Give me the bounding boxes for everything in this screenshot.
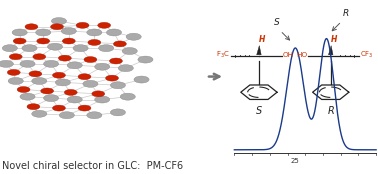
Text: Novel chiral selector in GLC:  PM-CF6: Novel chiral selector in GLC: PM-CF6 xyxy=(2,161,183,171)
Circle shape xyxy=(83,80,98,87)
Text: HO: HO xyxy=(296,52,307,58)
Circle shape xyxy=(22,45,37,52)
Circle shape xyxy=(138,56,153,63)
Circle shape xyxy=(64,89,77,95)
Circle shape xyxy=(32,77,47,84)
Circle shape xyxy=(43,95,59,102)
Circle shape xyxy=(67,96,82,103)
Circle shape xyxy=(59,55,71,61)
Circle shape xyxy=(8,77,23,84)
Circle shape xyxy=(0,60,14,67)
Circle shape xyxy=(98,22,111,28)
Circle shape xyxy=(113,41,126,47)
Circle shape xyxy=(2,45,17,52)
Circle shape xyxy=(37,38,50,44)
Text: S: S xyxy=(274,18,279,27)
Circle shape xyxy=(105,75,118,81)
Circle shape xyxy=(59,112,74,119)
Circle shape xyxy=(88,39,101,45)
Circle shape xyxy=(107,29,122,36)
Text: H: H xyxy=(331,35,337,44)
Circle shape xyxy=(43,60,59,67)
Circle shape xyxy=(94,63,110,70)
Circle shape xyxy=(99,45,114,52)
Circle shape xyxy=(48,43,63,50)
Circle shape xyxy=(92,91,105,97)
Circle shape xyxy=(51,24,64,30)
Circle shape xyxy=(32,110,47,117)
Circle shape xyxy=(78,74,91,80)
Circle shape xyxy=(73,45,88,52)
Circle shape xyxy=(53,105,65,111)
Text: $\mathsf{CF_3}$: $\mathsf{CF_3}$ xyxy=(360,50,373,60)
Circle shape xyxy=(78,105,91,111)
Circle shape xyxy=(94,96,110,103)
Circle shape xyxy=(134,76,149,83)
Circle shape xyxy=(76,22,89,28)
Text: OH: OH xyxy=(282,52,293,58)
Circle shape xyxy=(84,57,97,62)
Circle shape xyxy=(61,27,76,34)
Circle shape xyxy=(20,60,35,67)
Circle shape xyxy=(25,24,38,30)
Circle shape xyxy=(29,71,42,77)
Circle shape xyxy=(122,48,137,54)
Text: $\mathsf{F_3C}$: $\mathsf{F_3C}$ xyxy=(216,50,230,60)
Circle shape xyxy=(120,93,135,100)
Circle shape xyxy=(53,72,65,78)
Polygon shape xyxy=(328,46,333,55)
Circle shape xyxy=(62,38,75,44)
Text: R: R xyxy=(342,9,349,18)
Circle shape xyxy=(110,109,125,116)
Text: R: R xyxy=(327,106,334,116)
Circle shape xyxy=(36,29,51,36)
Circle shape xyxy=(9,54,22,60)
Text: S: S xyxy=(256,106,262,116)
Circle shape xyxy=(7,69,20,75)
Circle shape xyxy=(87,112,102,119)
Circle shape xyxy=(20,93,35,100)
Circle shape xyxy=(67,62,82,69)
Circle shape xyxy=(12,29,27,36)
Circle shape xyxy=(110,58,122,64)
Circle shape xyxy=(55,79,70,86)
Polygon shape xyxy=(257,46,261,55)
Circle shape xyxy=(87,29,102,36)
Text: H: H xyxy=(259,35,265,44)
Circle shape xyxy=(27,104,40,110)
Circle shape xyxy=(17,87,30,93)
Circle shape xyxy=(13,38,26,44)
Circle shape xyxy=(41,88,54,94)
Circle shape xyxy=(51,18,67,25)
Circle shape xyxy=(33,54,46,60)
Circle shape xyxy=(118,65,133,72)
Text: 25: 25 xyxy=(291,158,300,164)
Circle shape xyxy=(110,82,125,89)
Circle shape xyxy=(126,33,141,40)
